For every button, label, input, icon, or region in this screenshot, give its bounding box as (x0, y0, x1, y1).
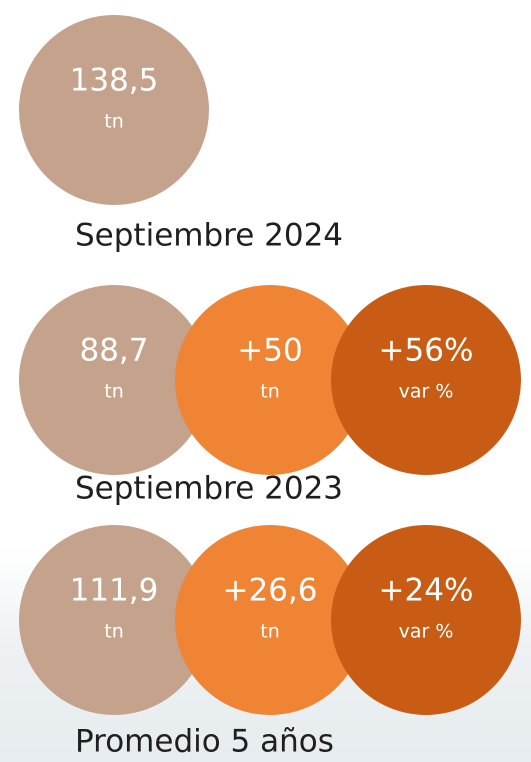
circle (331, 285, 521, 475)
circle-unit: var % (399, 381, 454, 403)
circle (175, 285, 365, 475)
circle-unit: tn (104, 621, 124, 643)
circle (331, 525, 521, 715)
circle-value: 88,7 (79, 333, 148, 369)
circle-unit: tn (104, 381, 124, 403)
circle (19, 285, 209, 475)
circle-unit: tn (260, 381, 280, 403)
caption: Septiembre 2023 (75, 471, 343, 507)
circle-unit: tn (260, 621, 280, 643)
circle (19, 525, 209, 715)
circle-unit: tn (104, 111, 124, 133)
circle (175, 525, 365, 715)
circle-value: 138,5 (70, 63, 159, 99)
circle-value: +50 (237, 333, 302, 369)
circle-unit: var % (399, 621, 454, 643)
circle-value: +24% (379, 573, 474, 609)
circle-value: 111,9 (70, 573, 159, 609)
circle (19, 15, 209, 205)
caption: Septiembre 2024 (75, 218, 343, 254)
circle-value: +26,6 (223, 573, 318, 609)
caption: Promedio 5 años (75, 724, 334, 760)
circle-value: +56% (379, 333, 474, 369)
